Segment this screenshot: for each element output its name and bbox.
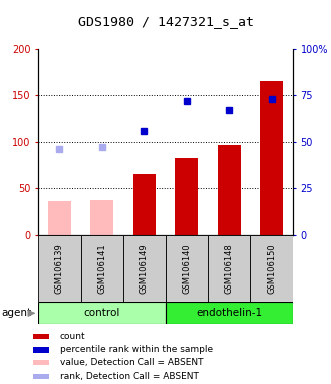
Bar xyxy=(251,235,293,302)
Bar xyxy=(33,347,49,353)
Bar xyxy=(260,81,283,235)
Bar xyxy=(38,235,80,302)
Bar xyxy=(217,145,241,235)
Text: GSM106140: GSM106140 xyxy=(182,243,191,294)
Text: control: control xyxy=(84,308,120,318)
Bar xyxy=(133,174,156,235)
Bar xyxy=(33,360,49,366)
Text: value, Detection Call = ABSENT: value, Detection Call = ABSENT xyxy=(60,358,203,367)
Text: GDS1980 / 1427321_s_at: GDS1980 / 1427321_s_at xyxy=(77,15,254,28)
Text: percentile rank within the sample: percentile rank within the sample xyxy=(60,345,213,354)
Text: GSM106149: GSM106149 xyxy=(140,243,149,294)
Bar xyxy=(33,374,49,379)
Bar xyxy=(80,235,123,302)
Bar xyxy=(48,200,71,235)
Text: GSM106141: GSM106141 xyxy=(97,243,106,294)
Bar xyxy=(38,302,166,324)
Bar xyxy=(208,235,251,302)
Bar xyxy=(123,235,166,302)
Text: GSM106148: GSM106148 xyxy=(225,243,234,294)
Text: endothelin-1: endothelin-1 xyxy=(196,308,262,318)
Text: GSM106139: GSM106139 xyxy=(55,243,64,294)
Bar xyxy=(166,302,293,324)
Text: count: count xyxy=(60,332,85,341)
Text: rank, Detection Call = ABSENT: rank, Detection Call = ABSENT xyxy=(60,372,199,381)
Text: GSM106150: GSM106150 xyxy=(267,243,276,294)
Bar xyxy=(166,235,208,302)
Bar xyxy=(33,334,49,339)
Bar xyxy=(90,200,114,235)
Bar xyxy=(175,158,198,235)
Text: agent: agent xyxy=(2,308,32,318)
